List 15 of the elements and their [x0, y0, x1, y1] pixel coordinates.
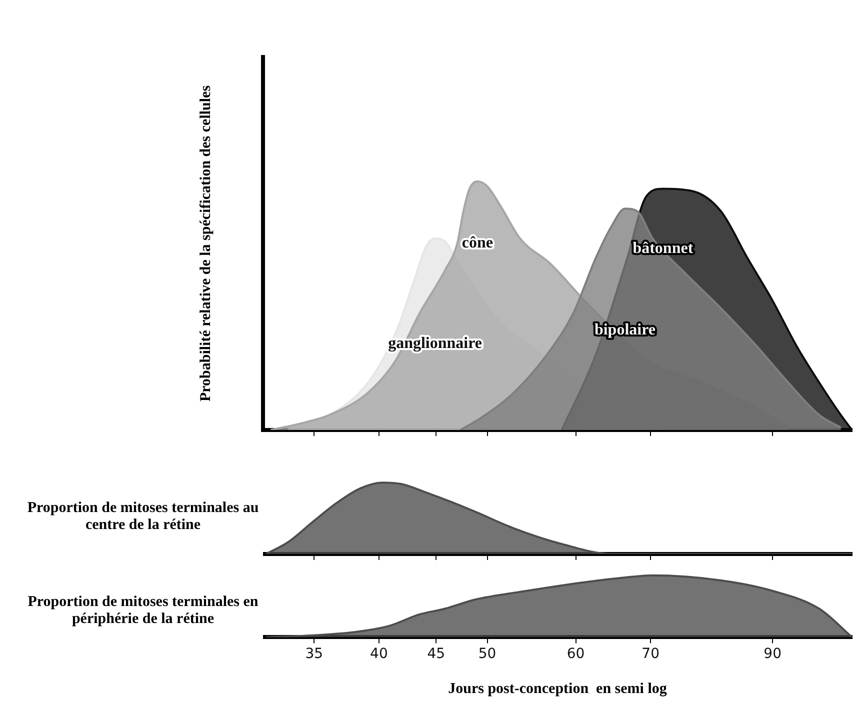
- series-label: bâtonnet: [632, 240, 694, 258]
- series-label: bipolaire: [594, 322, 656, 339]
- x-tick-label: 70: [642, 646, 660, 662]
- x-axis-title: Jours post-conception en semi log: [448, 680, 668, 697]
- y-axis-title: Proportion de mitoses terminales en périphérie de la rétine: [26, 594, 260, 628]
- x-tick-label: 90: [764, 646, 782, 662]
- series-label: cône: [462, 234, 494, 252]
- x-tick-label: 60: [566, 646, 585, 662]
- x-tick-label: 45: [427, 646, 446, 662]
- x-tick-label: 40: [370, 646, 388, 662]
- y-axis-title: Probabilité relative de la spécification des cellules: [198, 85, 214, 402]
- y-axis-title: Proportion de mitoses terminales au centre de la rétine: [26, 500, 260, 534]
- x-tick-label: 50: [478, 646, 496, 662]
- series-label: ganglionnaire: [388, 334, 482, 352]
- x-tick-label: 35: [305, 646, 324, 662]
